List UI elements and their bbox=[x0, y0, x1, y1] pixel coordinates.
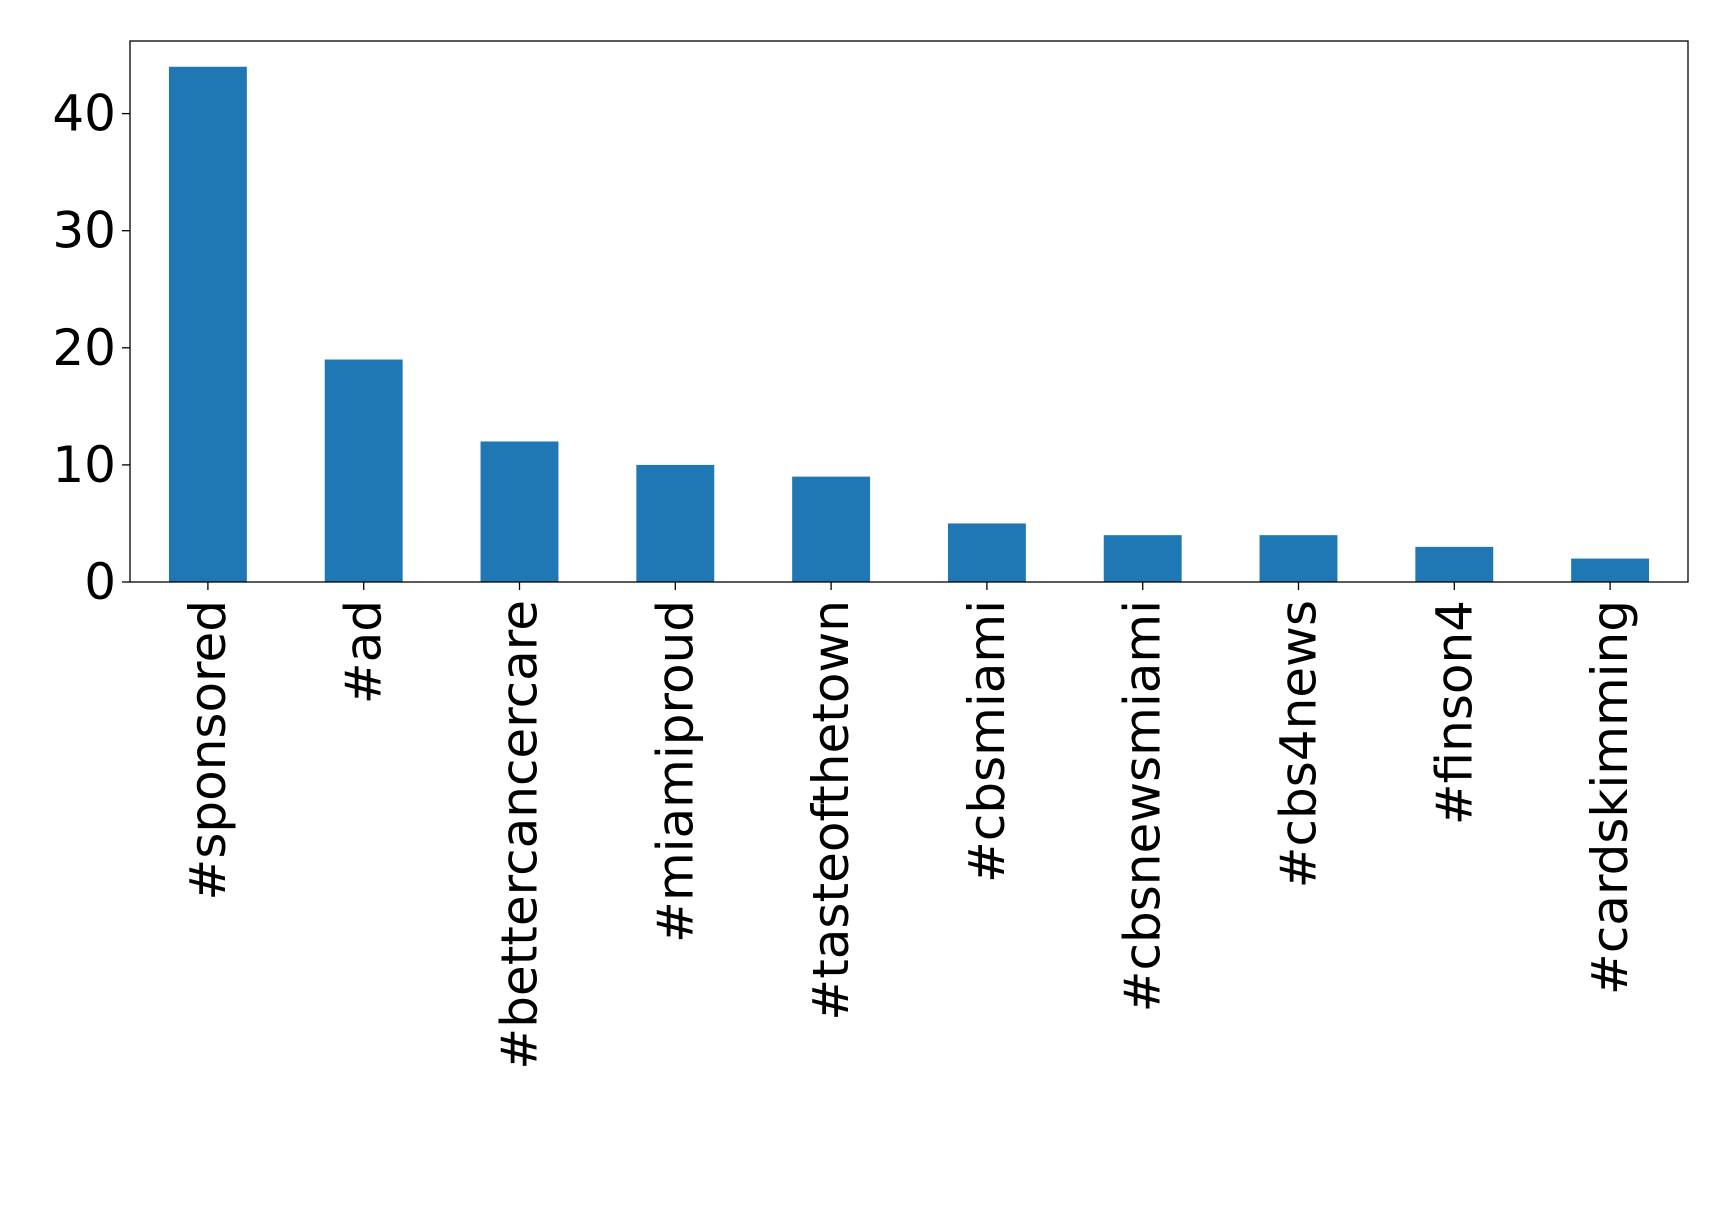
bars bbox=[168, 66, 1650, 582]
y-tick-label: 10 bbox=[52, 436, 116, 494]
bar-miamiproud bbox=[636, 464, 715, 582]
bar-sponsored bbox=[168, 66, 247, 582]
x-tick-label: #sponsored bbox=[179, 600, 237, 901]
x-tick-label: #cbsmiami bbox=[958, 600, 1016, 883]
bar-finson4 bbox=[1415, 546, 1494, 582]
bar-cbsmiami bbox=[947, 523, 1026, 582]
bar-ad bbox=[324, 359, 403, 582]
y-tick-label: 30 bbox=[52, 202, 116, 260]
x-tick-label: #cardskimming bbox=[1581, 600, 1639, 995]
x-tick-label: #ad bbox=[335, 600, 393, 704]
plot-frame bbox=[129, 40, 1689, 583]
bar-cbsnewsmiami bbox=[1103, 535, 1182, 582]
y-tick-label: 20 bbox=[52, 319, 116, 377]
y-tick-label: 0 bbox=[84, 553, 116, 611]
bar-bettercancercare bbox=[480, 441, 559, 582]
y-axis-ticks: 0 10 20 30 40 bbox=[52, 85, 130, 611]
x-tick-label: #finson4 bbox=[1425, 600, 1483, 825]
x-tick-label: #cbsnewsmiami bbox=[1114, 600, 1172, 1012]
x-tick-label: #cbs4news bbox=[1270, 600, 1328, 888]
x-axis-ticks: #sponsored #ad #bettercancercare #miamiprou… bbox=[179, 582, 1639, 1070]
x-tick-label: #bettercancercare bbox=[491, 600, 549, 1070]
x-tick-label: #miamiproud bbox=[646, 600, 704, 943]
bar-cbs4news bbox=[1259, 535, 1338, 582]
bar-cardskimming bbox=[1571, 558, 1650, 582]
y-tick-label: 40 bbox=[52, 85, 116, 143]
x-tick-label: #tasteofthetown bbox=[802, 600, 860, 1021]
bar-tasteofthetown bbox=[792, 476, 871, 582]
